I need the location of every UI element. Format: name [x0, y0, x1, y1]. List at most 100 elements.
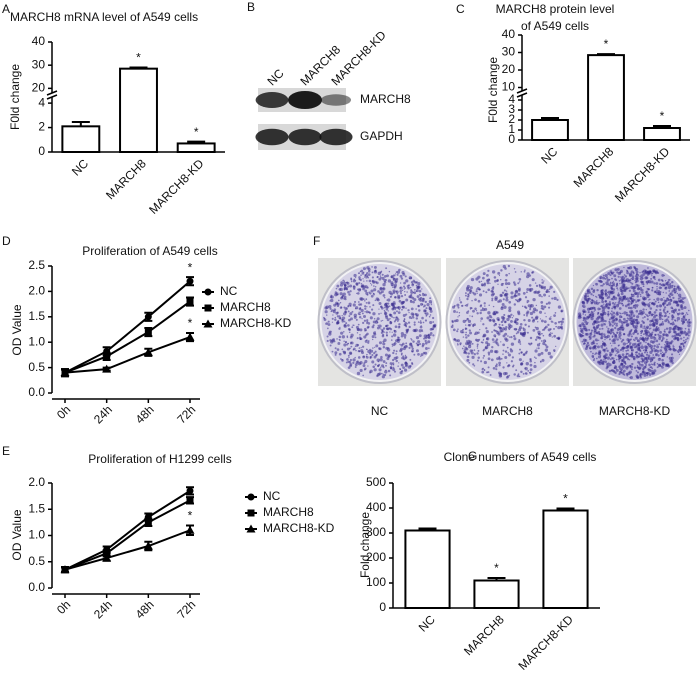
colony: [371, 279, 375, 283]
colony: [647, 334, 650, 338]
colony: [473, 349, 476, 351]
y-axis-label: OD Value: [10, 304, 24, 355]
colony: [612, 295, 615, 298]
colony: [499, 372, 503, 376]
colony: [504, 356, 508, 360]
colony: [553, 296, 557, 301]
colony: [663, 346, 667, 349]
colony: [592, 352, 594, 355]
colony: [660, 284, 663, 286]
colony: [371, 335, 375, 339]
colony: [518, 358, 522, 362]
x-tick-label: 48h: [133, 597, 157, 621]
colony: [651, 349, 654, 352]
colony: [584, 327, 588, 332]
colony: [679, 347, 683, 351]
panel-letter: C: [456, 2, 465, 16]
colony: [590, 301, 594, 305]
blot-band: [320, 94, 352, 106]
colony: [517, 310, 521, 314]
colony: [383, 281, 387, 284]
colony: [519, 348, 521, 351]
colony: [423, 337, 426, 340]
colony: [357, 292, 360, 295]
colony: [597, 307, 601, 311]
colony: [385, 324, 388, 328]
colony: [547, 301, 551, 305]
colony: [611, 336, 614, 338]
colony: [555, 325, 558, 328]
colony: [354, 345, 357, 347]
colony: [538, 293, 542, 297]
colony: [645, 325, 650, 329]
colony: [390, 339, 393, 341]
colony: [333, 310, 335, 312]
colony: [410, 307, 414, 311]
colony: [503, 371, 507, 376]
colony: [612, 311, 616, 315]
colony: [361, 318, 363, 320]
colony: [657, 301, 660, 304]
blot-band: [255, 92, 289, 108]
colony: [343, 343, 347, 347]
colony: [362, 355, 366, 359]
colony: [482, 338, 485, 340]
colony: [489, 374, 492, 376]
colony: [476, 345, 479, 348]
colony: [343, 312, 347, 316]
colony: [341, 294, 345, 298]
colony: [618, 372, 621, 376]
colony: [373, 355, 377, 359]
y-tick-label: 0.5: [28, 554, 45, 568]
colony: [378, 291, 382, 295]
colony: [331, 321, 334, 323]
colony: [620, 316, 623, 319]
colony: [603, 358, 605, 361]
colony: [367, 267, 371, 271]
colony: [600, 328, 602, 330]
colony: [604, 289, 607, 293]
colony: [512, 281, 516, 284]
colony: [350, 278, 353, 281]
colony: [531, 278, 535, 282]
colony: [358, 278, 361, 281]
colony: [500, 269, 503, 272]
colony: [600, 317, 604, 321]
colony: [465, 347, 469, 351]
colony: [400, 347, 404, 351]
colony: [651, 363, 654, 366]
colony: [432, 334, 435, 337]
colony: [616, 271, 619, 274]
colony: [560, 309, 564, 313]
colony: [621, 347, 625, 351]
colony: [487, 371, 490, 374]
colony: [597, 352, 601, 355]
colony: [502, 327, 506, 331]
colony: [642, 298, 644, 300]
colony: [635, 344, 638, 347]
colony: [514, 327, 518, 331]
colony: [362, 267, 366, 271]
colony: [458, 297, 461, 299]
colony: [398, 268, 401, 272]
colony: [633, 366, 637, 369]
colony: [641, 374, 643, 376]
colony: [371, 266, 373, 268]
colony: [524, 323, 527, 326]
colony: [373, 332, 377, 336]
colony: [375, 344, 379, 348]
colony: [653, 344, 656, 348]
colony: [634, 336, 638, 340]
colony: [654, 349, 658, 352]
colony: [404, 287, 406, 289]
colony: [396, 318, 400, 321]
colony: [630, 270, 634, 274]
colony: [510, 295, 514, 299]
colony: [620, 359, 624, 362]
panel-letter: E: [2, 444, 10, 458]
y-tick-label: 2.0: [28, 475, 45, 489]
colony: [540, 304, 544, 308]
colony: [376, 276, 379, 279]
colony: [673, 311, 676, 314]
colony: [632, 286, 636, 290]
